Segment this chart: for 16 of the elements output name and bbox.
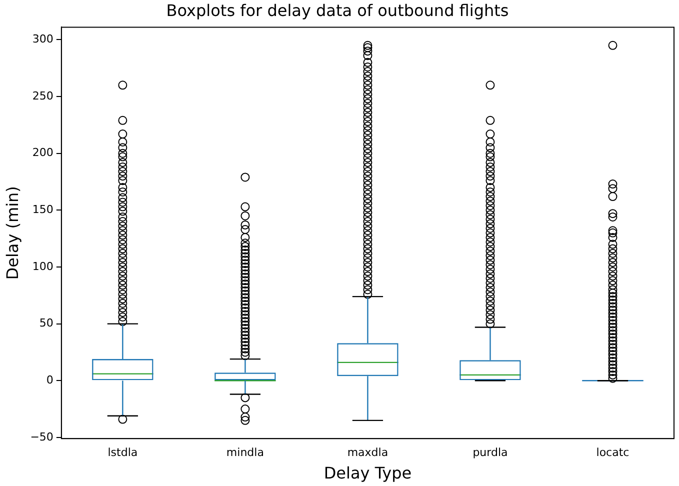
y-tick-label: 300 (32, 32, 54, 46)
chart-title: Boxplots for delay data of outbound flights (166, 0, 509, 20)
y-tick-label: 250 (32, 89, 54, 102)
x-tick-label: mindla (226, 446, 264, 460)
y-tick-label: 200 (32, 146, 54, 160)
y-tick-label: 0 (46, 374, 54, 386)
x-tick-label: purdla (472, 446, 508, 460)
x-tick-label: lstdla (108, 446, 138, 460)
y-tick-label: −50 (30, 430, 54, 444)
x-axis-title: Delay Type (324, 464, 412, 483)
y-tick-label: 50 (39, 316, 54, 330)
y-tick-label: 150 (32, 203, 54, 216)
x-tick-label: locatc (596, 446, 630, 460)
y-axis-title: Delay (min) (2, 186, 22, 280)
y-tick-label: 100 (32, 260, 54, 273)
x-tick-label: maxdla (347, 446, 388, 460)
